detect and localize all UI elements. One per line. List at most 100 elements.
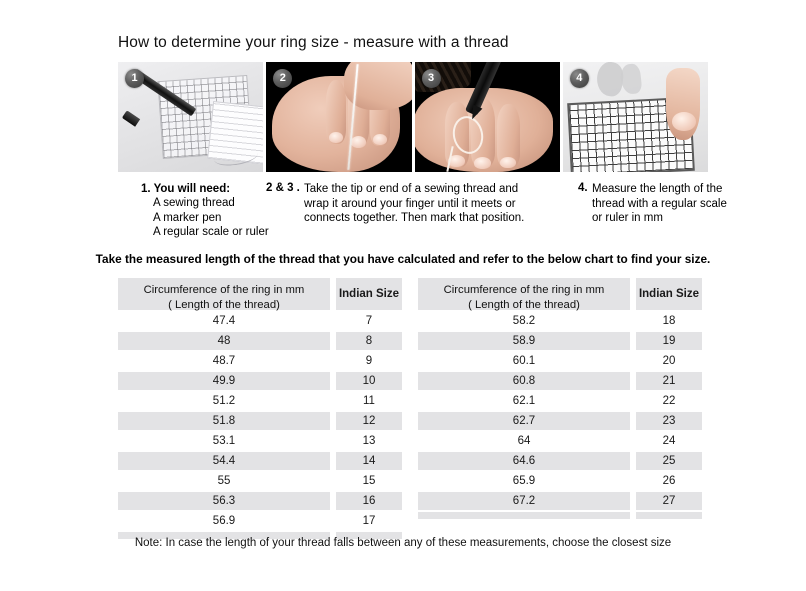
footer-strip-cell bbox=[336, 532, 402, 539]
cell-indian-size: 27 bbox=[636, 492, 702, 510]
cell-circumference: 60.8 bbox=[418, 372, 630, 390]
table-row: 62.1 22 bbox=[418, 392, 702, 410]
cell-indian-size: 13 bbox=[336, 432, 402, 450]
cell-indian-size: 19 bbox=[636, 332, 702, 350]
cell-indian-size: 7 bbox=[336, 312, 402, 330]
table-row: 53.1 13 bbox=[118, 432, 402, 450]
cell-circumference: 65.9 bbox=[418, 472, 630, 490]
photo-panel-1: 1 bbox=[118, 62, 264, 172]
header-circumference-line2: ( Length of the thread) bbox=[468, 299, 580, 311]
table-row: 55 15 bbox=[118, 472, 402, 490]
fingernail-graphic bbox=[473, 157, 491, 169]
cell-indian-size: 18 bbox=[636, 312, 702, 330]
header-circumference: Circumference of the ring in mm ( Length… bbox=[418, 278, 630, 311]
cell-indian-size: 9 bbox=[336, 352, 402, 370]
size-table-left: Circumference of the ring in mm ( Length… bbox=[118, 278, 402, 543]
table-row: 62.7 23 bbox=[418, 412, 702, 430]
header-circumference-line1: Circumference of the ring in mm bbox=[143, 284, 305, 296]
chart-intro-text: Take the measured length of the thread t… bbox=[95, 252, 711, 266]
fingernail-graphic bbox=[499, 157, 516, 168]
cell-indian-size: 20 bbox=[636, 352, 702, 370]
instruction-1-item: A sewing thread bbox=[153, 197, 235, 209]
header-circumference-line1: Circumference of the ring in mm bbox=[443, 284, 605, 296]
cell-indian-size: 22 bbox=[636, 392, 702, 410]
table-row: 58.9 19 bbox=[418, 332, 702, 350]
cell-indian-size: 24 bbox=[636, 432, 702, 450]
cell-circumference: 62.1 bbox=[418, 392, 630, 410]
instruction-4-line: or ruler in mm bbox=[592, 212, 663, 224]
table-row: 49.9 10 bbox=[118, 372, 402, 390]
header-indian-size: Indian Size bbox=[636, 278, 702, 310]
instruction-step-4: 4. Measure the length of the thread with… bbox=[578, 182, 738, 226]
cell-circumference: 58.9 bbox=[418, 332, 630, 350]
cell-circumference: 51.8 bbox=[118, 412, 330, 430]
table-row: 65.9 26 bbox=[418, 472, 702, 490]
table-row: 56.3 16 bbox=[118, 492, 402, 510]
cell-indian-size: 11 bbox=[336, 392, 402, 410]
cell-indian-size: 16 bbox=[336, 492, 402, 510]
instruction-2-body: Take the tip or end of a sewing thread a… bbox=[266, 182, 556, 226]
cell-circumference: 53.1 bbox=[118, 432, 330, 450]
step-badge-3: 3 bbox=[421, 69, 441, 88]
step-badge-2: 2 bbox=[273, 69, 293, 88]
header-circumference-line2: ( Length of the thread) bbox=[168, 299, 280, 311]
table-row: 67.2 27 bbox=[418, 492, 702, 510]
cell-indian-size: 21 bbox=[636, 372, 702, 390]
cell-indian-size: 17 bbox=[336, 512, 402, 530]
footer-strip-cell bbox=[418, 512, 630, 519]
cell-indian-size: 23 bbox=[636, 412, 702, 430]
photo-panel-4: 4 bbox=[562, 62, 708, 172]
cell-circumference: 56.9 bbox=[118, 512, 330, 530]
cell-circumference: 47.4 bbox=[118, 312, 330, 330]
cell-indian-size: 15 bbox=[336, 472, 402, 490]
instruction-2-number: 2 & 3 . bbox=[266, 182, 300, 194]
cell-circumference: 64.6 bbox=[418, 452, 630, 470]
fingernail-graphic bbox=[447, 155, 465, 167]
background-shape-graphic bbox=[619, 63, 643, 95]
page-title: How to determine your ring size - measur… bbox=[118, 34, 509, 51]
table-row: 64 24 bbox=[418, 432, 702, 450]
instruction-4-body: Measure the length of the thread with a … bbox=[578, 182, 738, 226]
instruction-1-item: A marker pen bbox=[153, 211, 222, 224]
table-row: 48 8 bbox=[118, 332, 402, 350]
footer-strip-cell bbox=[636, 512, 702, 519]
instruction-step-1: 1. You will need: A sewing thread A mark… bbox=[141, 182, 291, 240]
fingernail-graphic bbox=[329, 132, 344, 143]
instruction-step-2-3: 2 & 3 . Take the tip or end of a sewing … bbox=[266, 182, 556, 226]
cell-circumference: 56.3 bbox=[118, 492, 330, 510]
cell-circumference: 55 bbox=[118, 472, 330, 490]
fingernail-graphic bbox=[373, 134, 388, 145]
table-row: 56.9 17 bbox=[118, 512, 402, 530]
finger-graphic bbox=[496, 104, 520, 168]
instruction-2-line: wrap it around your finger until it meet… bbox=[304, 197, 516, 210]
instruction-4-line: thread with a regular scale bbox=[592, 197, 727, 210]
cell-indian-size: 25 bbox=[636, 452, 702, 470]
table-header-row: Circumference of the ring in mm ( Length… bbox=[418, 278, 702, 311]
cell-circumference: 49.9 bbox=[118, 372, 330, 390]
table-body-right: 58.2 18 58.9 19 60.1 20 60.8 21 62.1 22 62.7 23 64 24… bbox=[418, 312, 702, 510]
thread-graphic bbox=[213, 146, 259, 167]
size-table-right: Circumference of the ring in mm ( Length… bbox=[418, 278, 702, 543]
cell-circumference: 64 bbox=[418, 432, 630, 450]
table-row: 60.1 20 bbox=[418, 352, 702, 370]
table-row: 60.8 21 bbox=[418, 372, 702, 390]
cell-circumference: 60.1 bbox=[418, 352, 630, 370]
photo-strip: 1 2 3 4 bbox=[118, 62, 708, 172]
cell-circumference: 62.7 bbox=[418, 412, 630, 430]
table-row: 64.6 25 bbox=[418, 452, 702, 470]
photo-panel-2: 2 bbox=[266, 62, 412, 172]
table-header-row: Circumference of the ring in mm ( Length… bbox=[118, 278, 402, 311]
cell-circumference: 48 bbox=[118, 332, 330, 350]
cell-circumference: 48.7 bbox=[118, 352, 330, 370]
instruction-1-heading: 1. You will need: bbox=[141, 182, 291, 196]
cell-indian-size: 10 bbox=[336, 372, 402, 390]
table-row: 47.4 7 bbox=[118, 312, 402, 330]
instruction-2-line: Take the tip or end of a sewing thread a… bbox=[304, 183, 519, 195]
fingernail-graphic bbox=[672, 112, 696, 131]
table-footer-strip bbox=[118, 532, 402, 541]
instructions-block: 1. You will need: A sewing thread A mark… bbox=[118, 182, 727, 242]
pen-cap-graphic bbox=[121, 110, 141, 127]
instruction-1-number: 1. bbox=[141, 183, 151, 195]
cell-indian-size: 12 bbox=[336, 412, 402, 430]
photo-panel-3: 3 bbox=[414, 62, 560, 172]
